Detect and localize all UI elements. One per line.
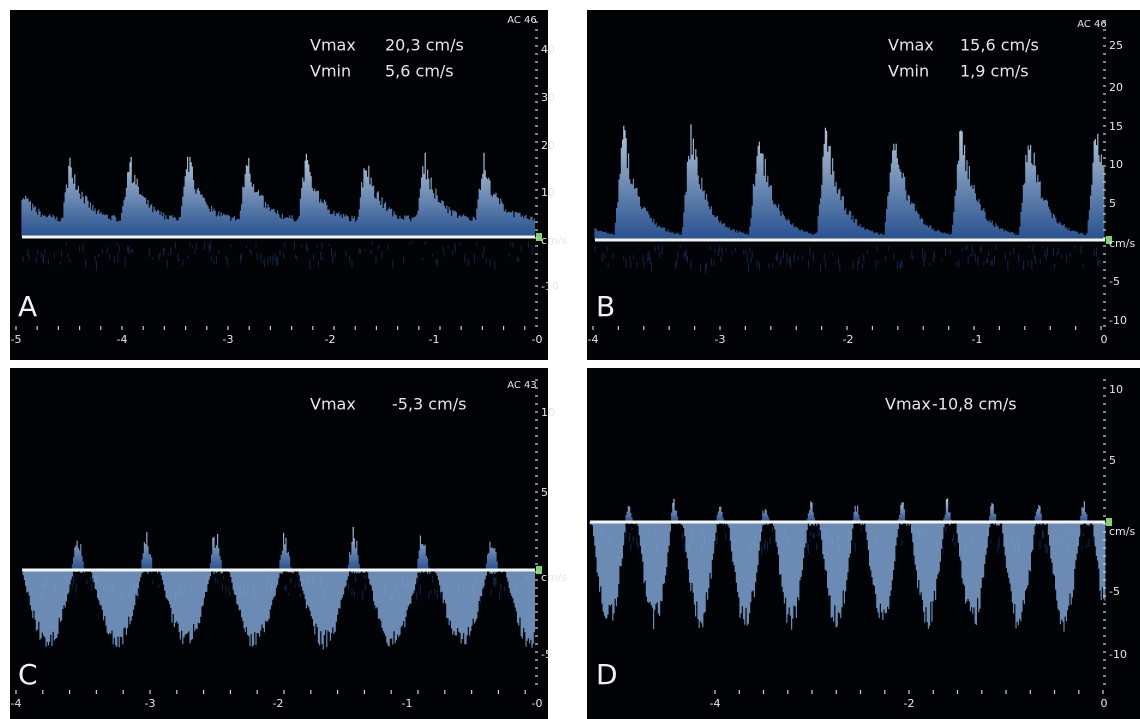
spectrum (21, 152, 535, 237)
measurement-name: Vmin (888, 62, 929, 81)
spectrum (625, 498, 1088, 522)
x-tick-label: 0 (1101, 697, 1108, 710)
x-tick-label: -0 (532, 697, 543, 710)
measurement-value: -10,8 cm/s (932, 395, 1017, 414)
x-tick-label: -0 (532, 333, 543, 346)
y-tick-label: cm/s (541, 234, 567, 247)
y-tick-label: 25 (1109, 39, 1123, 52)
y-tick-label: 40 (541, 43, 555, 56)
measurement-value: 1,9 cm/s (960, 62, 1029, 81)
x-tick-label: -1 (402, 697, 413, 710)
x-tick-label: -3 (715, 333, 726, 346)
x-tick-label: -2 (843, 333, 854, 346)
measurement-value: 20,3 cm/s (385, 36, 464, 55)
y-tick-label: 15 (1109, 120, 1123, 133)
y-tick-label: -10 (541, 280, 559, 293)
y-tick-label: 10 (541, 186, 555, 199)
y-tick-label: 5 (1109, 454, 1116, 467)
y-tick-label: -10 (1109, 314, 1127, 327)
baseline-marker (536, 566, 542, 574)
baseline-marker (1106, 236, 1112, 244)
axis-ticks (714, 379, 1106, 694)
measurement-name: Vmax (310, 36, 356, 55)
x-tick-label: 0 (1101, 333, 1108, 346)
baseline-marker (1106, 518, 1112, 526)
x-tick-label: -4 (11, 697, 22, 710)
y-tick-label: 5 (541, 486, 548, 499)
spectrum-noise (22, 241, 533, 271)
x-tick-label: -1 (972, 333, 983, 346)
baseline-marker (536, 233, 542, 241)
y-tick-label: 10 (1109, 158, 1123, 171)
y-tick-label: 20 (1109, 81, 1123, 94)
x-tick-label: -2 (325, 333, 336, 346)
y-tick-label: cm/s (1109, 525, 1135, 538)
x-tick-label: -3 (145, 697, 156, 710)
device-label: AC 46 (507, 15, 537, 26)
y-tick-label: 30 (541, 91, 555, 104)
y-tick-label: 5 (1109, 197, 1116, 210)
measurement-name: Vmax (885, 395, 931, 414)
y-tick-label: -5 (1109, 585, 1120, 598)
x-tick-label: -4 (588, 333, 599, 346)
measurement-value: 15,6 cm/s (960, 36, 1039, 55)
panel-background (587, 10, 1140, 360)
x-tick-label: -4 (117, 333, 128, 346)
panel-letter: D (596, 658, 618, 691)
y-tick-label: 20 (541, 139, 555, 152)
spectrum-noise (594, 244, 1101, 274)
x-tick-label: -2 (904, 697, 915, 710)
y-tick-label: cm/s (541, 571, 567, 584)
measurement-name: Vmax (888, 36, 934, 55)
spectrum (71, 527, 498, 570)
y-tick-label: 10 (541, 406, 555, 419)
panel-letter: C (18, 658, 38, 691)
x-tick-label: -3 (223, 333, 234, 346)
y-tick-label: 10 (1109, 383, 1123, 396)
spectrum (594, 124, 1105, 240)
y-tick-label: cm/s (1109, 237, 1135, 250)
device-label: AC 43 (507, 380, 537, 391)
device-label: AC 46 (1077, 19, 1107, 30)
measurement-name: Vmin (310, 62, 351, 81)
measurement-value: 5,6 cm/s (385, 62, 454, 81)
panel-background (587, 368, 1140, 719)
panel-background (10, 368, 548, 719)
y-tick-label: -5 (1109, 275, 1120, 288)
x-tick-label: -4 (710, 697, 721, 710)
panel-background (10, 10, 548, 360)
axis-ticks (15, 379, 538, 694)
x-tick-label: -1 (429, 333, 440, 346)
x-tick-label: -2 (273, 697, 284, 710)
axis-ticks (15, 21, 538, 330)
y-tick-label: -5 (541, 648, 552, 661)
axis-ticks (592, 21, 1106, 330)
y-tick-label: -10 (1109, 648, 1127, 661)
panel-letter: A (18, 290, 37, 323)
x-tick-label: -5 (11, 333, 22, 346)
panel-letter: B (596, 290, 615, 323)
measurement-value: -5,3 cm/s (392, 395, 466, 414)
measurement-name: Vmax (310, 395, 356, 414)
